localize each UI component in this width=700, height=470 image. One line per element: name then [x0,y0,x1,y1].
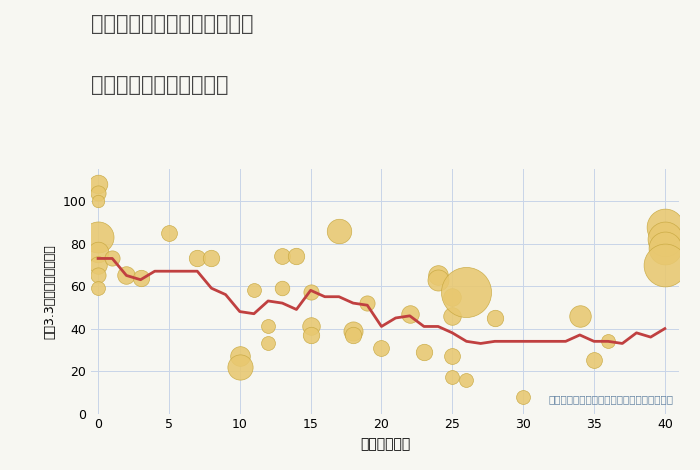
X-axis label: 築年数（年）: 築年数（年） [360,437,410,451]
Text: 大阪府大阪市西淀川区福町の: 大阪府大阪市西淀川区福町の [91,14,253,34]
Point [92,180,104,188]
Point [603,337,614,345]
Point [447,293,458,300]
Point [447,352,458,360]
Point [362,299,373,307]
Point [305,289,316,296]
Point [262,323,274,330]
Point [305,323,316,330]
Text: 築年数別中古戸建て価格: 築年数別中古戸建て価格 [91,75,228,95]
Point [92,261,104,268]
Point [659,223,671,230]
Point [461,289,472,296]
Point [262,340,274,347]
Point [206,255,217,262]
Point [574,312,585,320]
Point [659,244,671,251]
Point [376,344,387,352]
Point [290,252,302,260]
Point [659,235,671,243]
Point [92,272,104,279]
Point [517,393,528,400]
Point [347,331,358,339]
Point [92,284,104,292]
Point [234,352,246,360]
Point [419,348,430,356]
Point [248,287,260,294]
Point [489,314,500,322]
Point [276,252,288,260]
Point [404,310,415,317]
Y-axis label: 坪（3.3㎡）単価（万円）: 坪（3.3㎡）単価（万円） [43,244,57,339]
Point [121,272,132,279]
Point [135,274,146,282]
Point [276,284,288,292]
Point [92,189,104,196]
Point [305,331,316,339]
Point [106,255,118,262]
Point [92,248,104,256]
Point [659,261,671,268]
Point [589,357,600,364]
Text: 円の大きさは、取引のあった物件面積を示す: 円の大きさは、取引のあった物件面積を示す [548,394,673,404]
Point [347,327,358,335]
Point [433,276,444,283]
Point [92,234,104,241]
Point [461,376,472,384]
Point [234,363,246,371]
Point [92,197,104,205]
Point [447,374,458,381]
Point [163,229,174,237]
Point [192,255,203,262]
Point [333,227,344,235]
Point [447,312,458,320]
Point [433,272,444,279]
